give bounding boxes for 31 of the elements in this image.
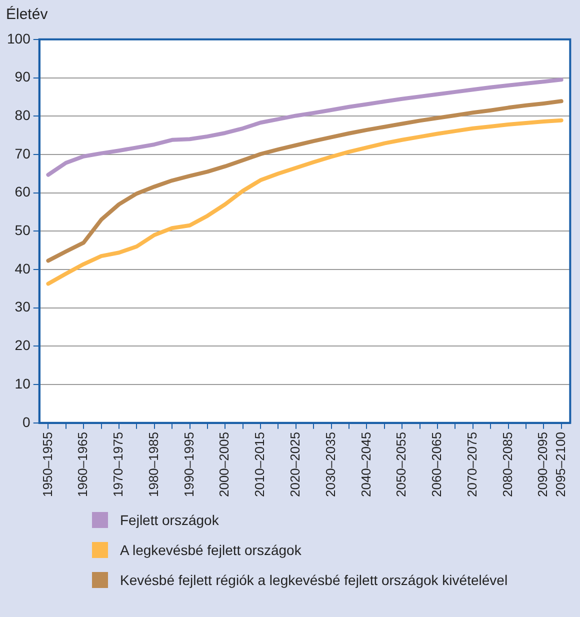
y-tick-label: 0 xyxy=(22,414,31,430)
y-axis-title: Életév xyxy=(6,6,48,23)
x-tick-label: 2090–2095 xyxy=(535,432,550,498)
x-tick-label: 1970–1975 xyxy=(110,432,126,498)
x-tick-label: 2060–2065 xyxy=(429,432,444,498)
y-tick-label: 10 xyxy=(14,375,31,392)
x-tick-label: 2040–2045 xyxy=(358,432,374,498)
x-tick-label: 2095–2100 xyxy=(552,432,568,498)
x-tick-label: 1980–1985 xyxy=(146,432,161,498)
y-tick-label: 70 xyxy=(14,145,31,162)
x-tick-label: 2030–2035 xyxy=(322,432,338,498)
legend-label: A legkevésbé fejlett országok xyxy=(120,542,302,558)
x-tick-label: 2020–2025 xyxy=(288,432,302,498)
y-tick-label: 80 xyxy=(14,106,31,123)
x-tick-label: 2010–2015 xyxy=(252,432,268,498)
legend-label: Kevésbé fejlett régiók a legkevésbé fejlett országok kivételével xyxy=(120,572,508,588)
x-tick-label: 1960–1965 xyxy=(75,432,90,498)
x-tick-label: 2000–2005 xyxy=(216,432,232,498)
y-tick-label: 100 xyxy=(7,30,31,46)
y-tick-label: 90 xyxy=(14,68,31,85)
y-tick-label: 30 xyxy=(14,298,31,315)
x-tick-label: 2050–2055 xyxy=(394,432,409,498)
x-tick-label: 1950–1955 xyxy=(40,432,55,498)
x-tick-label: 2080–2085 xyxy=(500,432,515,498)
legend-label: Fejlett országok xyxy=(120,512,219,528)
y-tick-label: 50 xyxy=(14,222,31,238)
y-tick-label: 40 xyxy=(14,260,31,276)
x-tick-label: 2070–2075 xyxy=(464,432,480,498)
y-tick-label: 60 xyxy=(14,184,31,200)
x-tick-label: 1990–1995 xyxy=(181,432,196,498)
y-tick-label: 20 xyxy=(14,337,31,354)
